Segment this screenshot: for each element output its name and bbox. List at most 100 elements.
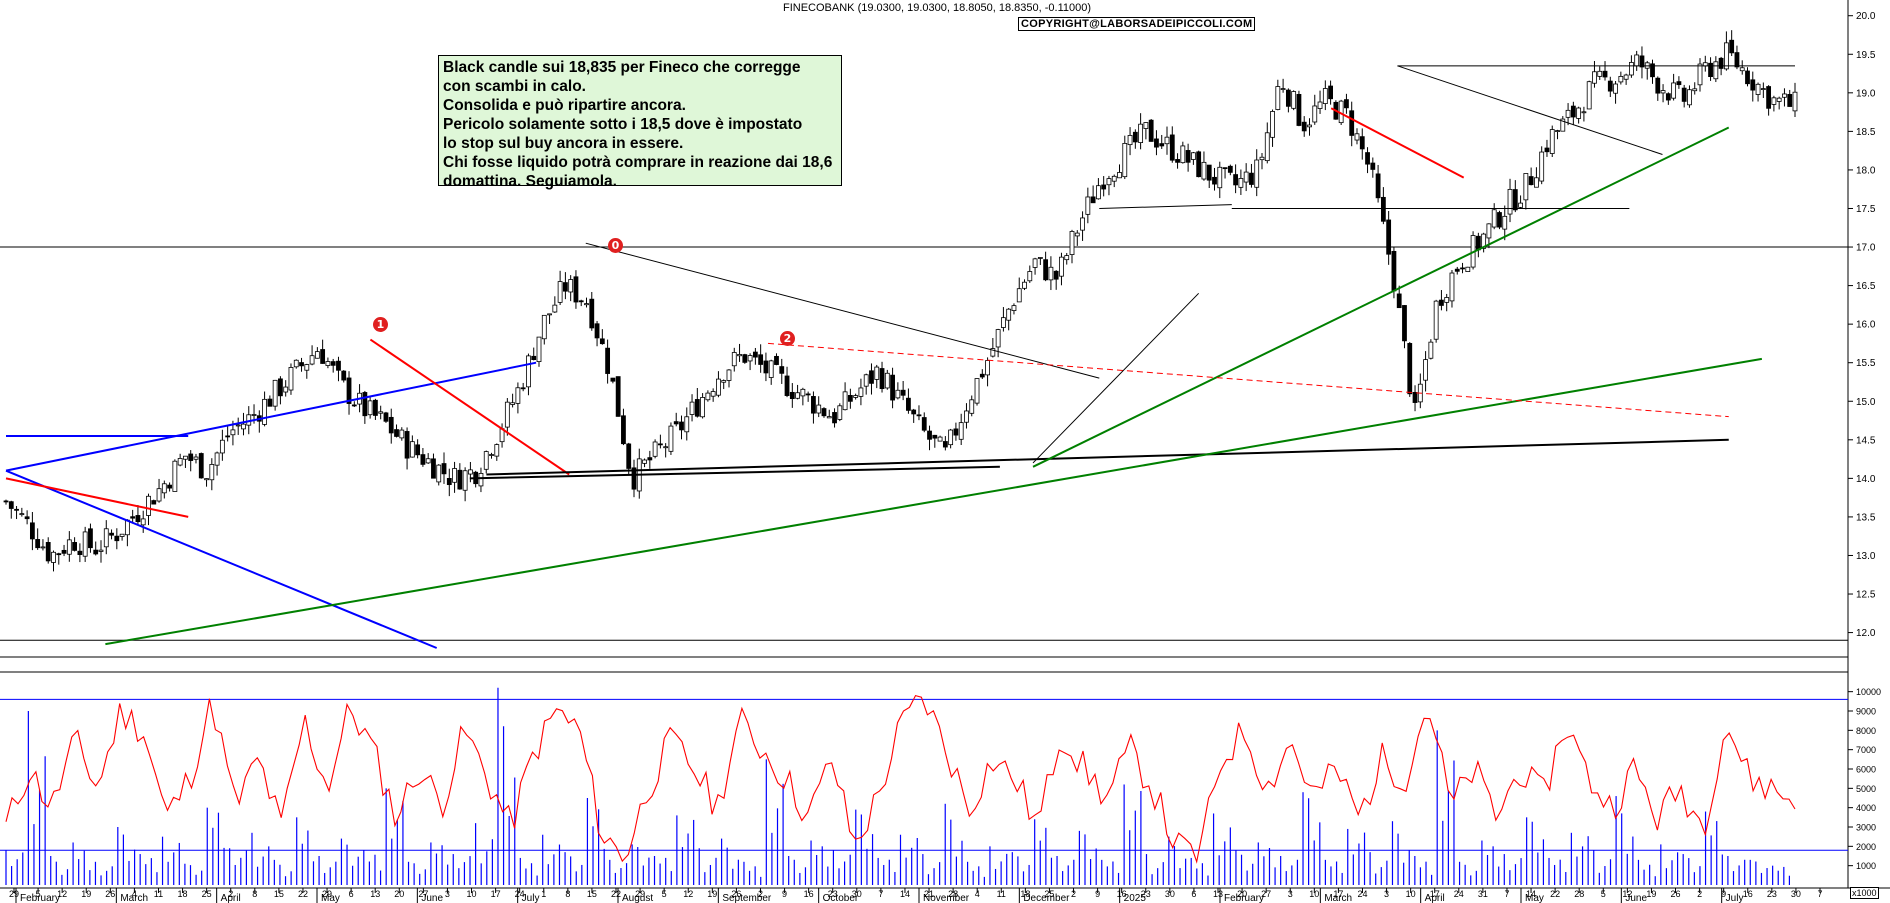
candle-body (863, 374, 869, 387)
date-tick-label: 6 (349, 889, 354, 899)
price-tick-label: 14.0 (1856, 474, 1876, 485)
wave-marker-0: 0 (608, 238, 623, 253)
candle-body (3, 500, 9, 503)
date-tick-label: 5 (1601, 889, 1606, 899)
candle-body (1444, 297, 1450, 303)
candle-body (1607, 80, 1613, 92)
candle-body (1154, 138, 1159, 148)
candle-body (29, 522, 35, 540)
candle-body (35, 539, 41, 549)
candle-body (752, 351, 758, 358)
candle-body (436, 464, 442, 483)
month-label: June (1625, 893, 1647, 903)
month-label: May (1525, 893, 1544, 903)
date-tick-label: 13 (1213, 889, 1223, 899)
price-tick-label: 15.0 (1856, 397, 1876, 408)
date-tick-label: 26 (105, 889, 115, 899)
candle-body (541, 314, 547, 340)
candle-body (1169, 134, 1175, 161)
candle-body (1560, 118, 1566, 132)
candle-body (1708, 62, 1713, 78)
date-tick-label: 24 (515, 889, 525, 899)
date-tick-label: 7 (1817, 889, 1822, 899)
oscillator-line (5, 694, 1796, 864)
date-tick-label: 15 (587, 889, 597, 899)
price-tick-label: 15.5 (1856, 358, 1876, 369)
candle-body (921, 417, 927, 431)
candle-body (1175, 159, 1180, 163)
date-tick-label: 29 (322, 889, 332, 899)
date-tick-label: 12 (1622, 889, 1632, 899)
candle-body (293, 359, 299, 368)
month-label: April (1425, 893, 1445, 903)
date-tick-label: 1 (541, 889, 546, 899)
candle-body (314, 351, 320, 359)
candle-body (489, 454, 494, 456)
candle-body (1196, 151, 1202, 178)
annotation-line: lo stop sul buy ancora in essere. (443, 135, 684, 152)
candle-body (1650, 63, 1655, 78)
candle-body (198, 453, 204, 479)
candle-body (330, 361, 336, 366)
candle-body (884, 372, 890, 389)
date-tick-label: 7 (878, 889, 883, 899)
candle-body (1354, 133, 1360, 141)
candle-body (1602, 70, 1608, 78)
candle-body (1534, 177, 1539, 188)
candle-body (1001, 317, 1006, 328)
candle-body (272, 379, 278, 407)
candle-body (1475, 235, 1481, 251)
candle-body (140, 518, 146, 526)
candle-body (1623, 74, 1629, 80)
candle-body (82, 531, 88, 557)
candle-body (288, 367, 294, 391)
date-tick-label: 2 (228, 889, 233, 899)
candle-body (805, 393, 811, 396)
candle-body (1687, 89, 1692, 106)
date-tick-label: 28 (1574, 889, 1584, 899)
candle-body (990, 348, 996, 357)
candle-body (119, 533, 125, 537)
candle-body (1755, 83, 1761, 95)
date-tick-label: 17 (1430, 889, 1440, 899)
candle-body (394, 429, 399, 437)
candle-body (1206, 164, 1212, 181)
candle-body (1718, 57, 1724, 69)
level-line (1099, 204, 1232, 209)
candle-body (378, 411, 384, 414)
candle-body (869, 370, 874, 384)
candle-body (948, 429, 954, 446)
volume-unit-label: x1000 (1850, 887, 1879, 899)
candle-body (995, 329, 1001, 348)
candle-body (1106, 178, 1112, 186)
candle-body (151, 500, 157, 505)
date-tick-label: 16 (1117, 889, 1127, 899)
date-tick-label: 23 (1767, 889, 1777, 899)
month-label: December (1023, 893, 1070, 903)
candle-body (1713, 61, 1719, 80)
candle-body (1407, 343, 1413, 395)
date-tick-label: 5 (36, 889, 41, 899)
date-tick-label: 24 (1357, 889, 1367, 899)
candle-body (821, 408, 827, 417)
candle-body (1027, 271, 1033, 282)
candle-body (1782, 93, 1787, 98)
candle-body (1127, 135, 1133, 146)
candle-body (937, 436, 943, 442)
date-tick-label: 21 (924, 889, 934, 899)
volume-tick-label: 10000 (1856, 687, 1881, 697)
candle-body (193, 456, 199, 460)
price-tick-label: 19.5 (1856, 50, 1876, 61)
price-tick-label: 16.5 (1856, 281, 1876, 292)
candle-body (900, 389, 906, 396)
candle-body (362, 392, 368, 417)
candle-body (415, 444, 421, 456)
candle-body (1586, 81, 1592, 110)
candle-body (1190, 152, 1196, 160)
candle-body (1085, 196, 1091, 215)
candle-body (1512, 189, 1518, 211)
candle-body (98, 549, 104, 552)
uptrend-line-green (105, 357, 1763, 646)
candle-body (241, 423, 246, 430)
